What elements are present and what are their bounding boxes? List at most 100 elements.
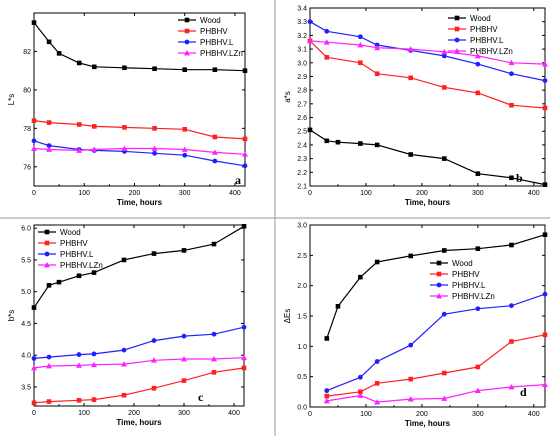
data-point (151, 338, 157, 343)
legend-label: PHBHV.LZn (200, 49, 243, 58)
y-tick-label: 2.9 (297, 74, 307, 81)
x-tick-label: 100 (360, 411, 372, 418)
data-point (475, 246, 481, 251)
data-point (542, 78, 548, 83)
data-point (151, 385, 157, 391)
y-tick-label: 0.0 (297, 405, 307, 412)
data-point (509, 102, 514, 108)
data-point (121, 257, 127, 263)
x-tick-label: 100 (78, 410, 90, 417)
data-point (335, 303, 341, 309)
data-point (122, 125, 127, 130)
legend-swatch-marker (44, 229, 50, 235)
y-tick-label: 3.1 (297, 47, 307, 54)
panel-letter: b (516, 171, 523, 185)
x-tick-label: 200 (416, 190, 428, 197)
data-point (374, 259, 380, 265)
data-point (46, 146, 53, 152)
y-tick-label: 3.2 (297, 33, 307, 40)
data-point (181, 378, 187, 383)
data-point (91, 351, 97, 357)
data-point (241, 324, 247, 330)
data-point (475, 61, 481, 67)
y-tick-label: 2.2 (297, 170, 307, 177)
data-point (152, 66, 157, 72)
data-point (408, 376, 414, 382)
data-point (374, 381, 380, 386)
y-tick-label: 1.5 (297, 314, 307, 321)
data-point (407, 46, 414, 52)
series-line (326, 293, 546, 392)
data-point (121, 347, 127, 353)
data-point (242, 151, 248, 157)
data-point (441, 156, 447, 161)
data-point (46, 143, 52, 149)
y-tick-label: 4.5 (21, 321, 31, 328)
data-point (441, 395, 448, 401)
x-tick-label: 200 (416, 411, 428, 418)
data-point (323, 39, 330, 45)
data-point (358, 141, 363, 146)
y-tick-label: 80 (23, 87, 31, 94)
legend-label: Wood (452, 259, 473, 268)
y-tick-label: 6.0 (21, 226, 31, 233)
data-point (441, 311, 447, 317)
data-point (509, 175, 514, 181)
legend: Wood PHBHV PHBHV.L PHBHV.LZn (38, 228, 103, 270)
data-point (324, 336, 330, 341)
plot-frame (33, 224, 245, 407)
data-point (242, 136, 248, 142)
data-point (475, 306, 481, 312)
series-line (326, 384, 546, 403)
data-point (46, 354, 52, 360)
data-point (474, 52, 481, 59)
data-point (242, 163, 248, 169)
data-point (76, 352, 82, 357)
data-point (182, 126, 188, 132)
legend-label: Wood (200, 16, 221, 25)
data-point (211, 149, 218, 155)
data-point (76, 362, 82, 368)
data-point (542, 332, 548, 338)
data-point (408, 342, 414, 348)
data-point (542, 182, 548, 187)
y-tick-label: 3.0 (297, 60, 307, 67)
x-axis-label: Time, hours (405, 419, 451, 428)
data-point (31, 355, 37, 361)
data-point (374, 142, 380, 148)
x-tick-label: 300 (179, 190, 191, 197)
legend-swatch-marker (184, 39, 190, 45)
y-tick-label: 76 (23, 164, 31, 171)
data-point (324, 393, 330, 399)
data-point (46, 120, 52, 125)
data-point (181, 146, 188, 152)
legend-label: PHBHV (60, 239, 88, 248)
data-point (31, 20, 37, 25)
data-point (31, 305, 37, 310)
panel-letter: d (520, 385, 527, 399)
data-point (357, 41, 364, 48)
data-point (121, 392, 127, 398)
data-point (357, 392, 364, 398)
panel-letter: c (198, 390, 204, 404)
data-point (76, 273, 82, 279)
legend-label: PHBHV (470, 25, 498, 34)
data-point (91, 64, 97, 70)
data-point (358, 274, 363, 280)
x-tick-label: 400 (528, 411, 540, 418)
data-point (182, 67, 188, 73)
x-tick-label: 400 (528, 190, 540, 197)
data-point (211, 241, 217, 247)
legend-swatch-marker (436, 260, 442, 266)
series-phbhv-l (31, 324, 247, 361)
data-point (46, 362, 52, 369)
data-point (212, 158, 218, 164)
data-point (408, 253, 414, 259)
panel-letter: a (235, 173, 241, 187)
y-tick-label: 3.5 (21, 384, 31, 391)
data-point (121, 361, 127, 367)
series-wood (31, 20, 248, 73)
legend-swatch-marker (454, 26, 460, 32)
data-point (56, 51, 62, 56)
data-point (324, 388, 330, 394)
